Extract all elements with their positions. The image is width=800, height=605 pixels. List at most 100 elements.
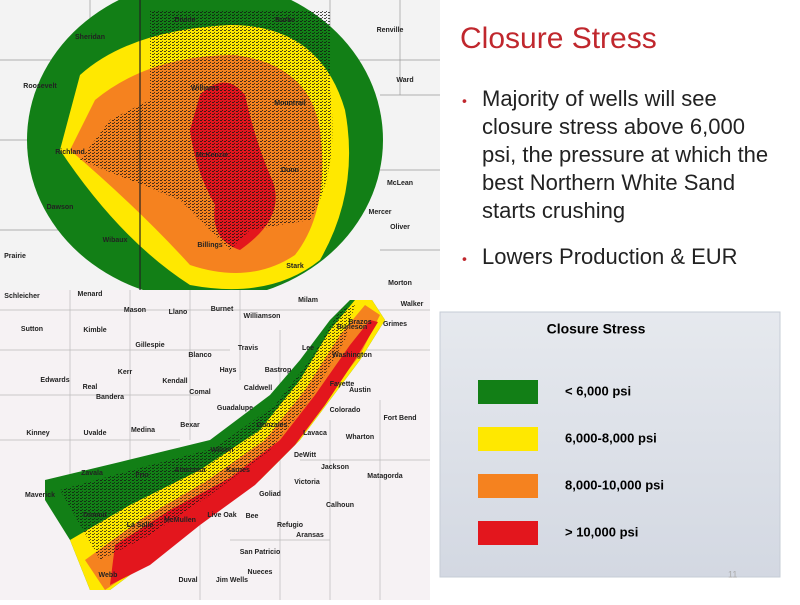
county-label: DeWitt — [294, 452, 317, 459]
county-label: Sheridan — [75, 34, 105, 41]
county-label: Walker — [401, 301, 424, 308]
county-label: Duval — [178, 577, 197, 584]
bullets: • Majority of wells will see closure stres… — [462, 86, 768, 269]
county-label: Gonzales — [256, 422, 287, 429]
legend-swatch — [478, 474, 538, 498]
legend-title: Closure Stress — [547, 321, 646, 337]
county-label: Kinney — [26, 430, 49, 437]
legend-swatch — [478, 521, 538, 545]
county-label: Kerr — [118, 369, 133, 376]
county-label: Dawson — [47, 204, 74, 211]
county-label: Austin — [349, 387, 371, 394]
county-label: Milam — [298, 297, 318, 304]
county-label: Mountrail — [274, 100, 306, 107]
county-label: Zavala — [81, 470, 103, 477]
county-label: Real — [83, 384, 98, 391]
county-label: Edwards — [40, 377, 69, 384]
county-label: Llano — [169, 309, 188, 316]
bullet-text: Lowers Production & EUR — [482, 244, 738, 269]
county-label: Williams — [191, 85, 219, 92]
county-label: Karnes — [226, 467, 250, 474]
county-label: Calhoun — [326, 502, 354, 509]
county-label: Lee — [302, 345, 314, 352]
county-label: Morton — [388, 280, 412, 287]
county-label: Jackson — [321, 464, 349, 471]
county-label: Divide — [174, 17, 195, 24]
county-lines — [0, 290, 430, 600]
county-label: Ward — [396, 77, 413, 84]
county-label: Uvalde — [84, 430, 107, 437]
bullet-dot: • — [462, 251, 467, 267]
county-label: Caldwell — [244, 385, 272, 392]
county-label: Colorado — [330, 407, 361, 414]
county-label: Sutton — [21, 326, 43, 333]
bakken-map — [0, 0, 440, 300]
eagle-ford-map — [0, 290, 430, 600]
county-label: Matagorda — [367, 473, 403, 480]
legend-label: 8,000-10,000 psi — [565, 477, 664, 492]
county-label: McLean — [387, 180, 413, 187]
county-label: Victoria — [294, 479, 320, 486]
county-label: Goliad — [259, 491, 281, 498]
wells — [60, 305, 355, 560]
legend-label: 6,000-8,000 psi — [565, 430, 657, 445]
county-label: Refugio — [277, 522, 303, 529]
county-label: Dimmit — [83, 512, 107, 519]
county-label: Jim Wells — [216, 577, 248, 584]
county-label: Richland — [55, 149, 85, 156]
county-label: Travis — [238, 345, 258, 352]
county-label: Prairie — [4, 253, 26, 260]
county-label: McMullen — [164, 517, 196, 524]
county-label: Mercer — [369, 209, 392, 216]
page-number: 11 — [728, 569, 737, 579]
county-label: McKenzie — [196, 152, 228, 159]
county-label: Dunn — [281, 167, 299, 174]
zone-red — [110, 320, 378, 585]
wells — [80, 10, 333, 250]
county-label: Burnet — [211, 306, 234, 313]
county-label: Billings — [197, 242, 222, 249]
county-label: Atascosa — [174, 467, 205, 474]
county-label: Kimble — [83, 327, 106, 334]
bullet-text: Majority of wells will see closure stress… — [482, 86, 768, 223]
county-label: Williamson — [244, 313, 281, 320]
county-label: Schleicher — [4, 293, 40, 300]
county-label: Roosevelt — [23, 83, 57, 90]
county-label: Wilson — [211, 447, 234, 454]
county-label: Wharton — [346, 434, 374, 441]
county-label: San Patricio — [240, 549, 280, 556]
county-label: Webb — [99, 572, 118, 579]
county-label: Wibaux — [103, 237, 128, 244]
county-label: Burleson — [337, 324, 367, 331]
county-label: Renville — [377, 27, 404, 34]
county-label: La Salle — [127, 522, 154, 529]
county-label: Lavaca — [303, 430, 327, 437]
county-label: Blanco — [188, 352, 211, 359]
county-label: Hays — [220, 367, 237, 374]
county-label: Frio — [135, 472, 148, 479]
county-label: Fort Bend — [383, 415, 416, 422]
county-label: Bandera — [96, 394, 124, 401]
county-label: Grimes — [383, 321, 407, 328]
county-label: Mason — [124, 307, 146, 314]
county-label: Burke — [275, 17, 295, 24]
legend-label: > 10,000 psi — [565, 524, 638, 539]
county-label: Bee — [246, 513, 259, 520]
county-label: Menard — [78, 291, 103, 298]
county-label: Oliver — [390, 224, 410, 231]
county-label: Gillespie — [135, 342, 164, 349]
county-label: Medina — [131, 427, 155, 434]
legend-swatch — [478, 427, 538, 451]
county-label: Maverick — [25, 492, 55, 499]
county-label: Stark — [286, 263, 304, 270]
bullet-dot: • — [462, 93, 467, 109]
county-label: Bastrop — [265, 367, 291, 374]
county-label: Fayette — [330, 381, 355, 388]
county-label: Comal — [189, 389, 210, 396]
county-label: Kendall — [162, 378, 187, 385]
county-label: Washington — [332, 352, 372, 359]
county-label: Guadalupe — [217, 405, 253, 412]
slide-title: Closure Stress — [460, 22, 657, 55]
